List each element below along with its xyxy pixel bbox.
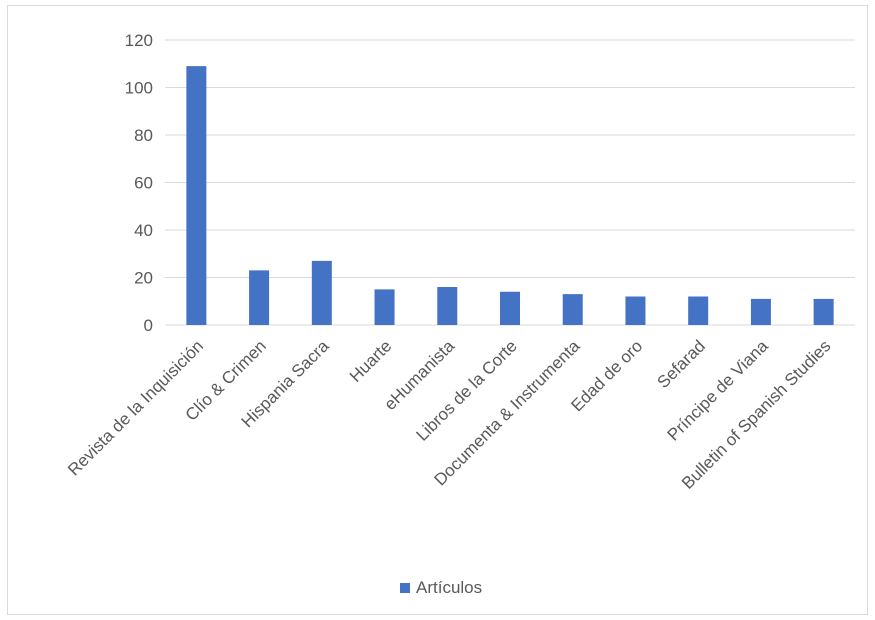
y-tick-label: 20 bbox=[134, 269, 153, 288]
legend: Artículos bbox=[400, 578, 482, 598]
bar bbox=[186, 66, 207, 325]
bar bbox=[688, 296, 709, 325]
bar bbox=[813, 298, 834, 325]
bar bbox=[437, 287, 458, 325]
y-tick-label: 0 bbox=[144, 316, 153, 335]
bar bbox=[311, 260, 332, 325]
bar bbox=[562, 294, 583, 325]
bar bbox=[500, 291, 520, 325]
y-tick-label: 100 bbox=[125, 79, 153, 98]
y-tick-label: 40 bbox=[134, 221, 153, 240]
y-tick-label: 80 bbox=[134, 126, 153, 145]
gridlines bbox=[165, 39, 855, 326]
x-tick-label: Sefarad bbox=[653, 336, 709, 392]
bar bbox=[374, 289, 395, 325]
bars bbox=[186, 66, 834, 325]
legend-swatch bbox=[400, 583, 410, 593]
legend-label: Artículos bbox=[416, 578, 483, 597]
bar bbox=[750, 298, 771, 325]
bar bbox=[625, 296, 646, 325]
y-axis-ticks: 0 20 40 60 80 100 120 bbox=[125, 31, 153, 335]
y-tick-label: 60 bbox=[134, 174, 153, 193]
y-tick-label: 120 bbox=[125, 31, 153, 50]
x-tick-label: Huarte bbox=[346, 336, 396, 386]
bar bbox=[249, 270, 270, 325]
